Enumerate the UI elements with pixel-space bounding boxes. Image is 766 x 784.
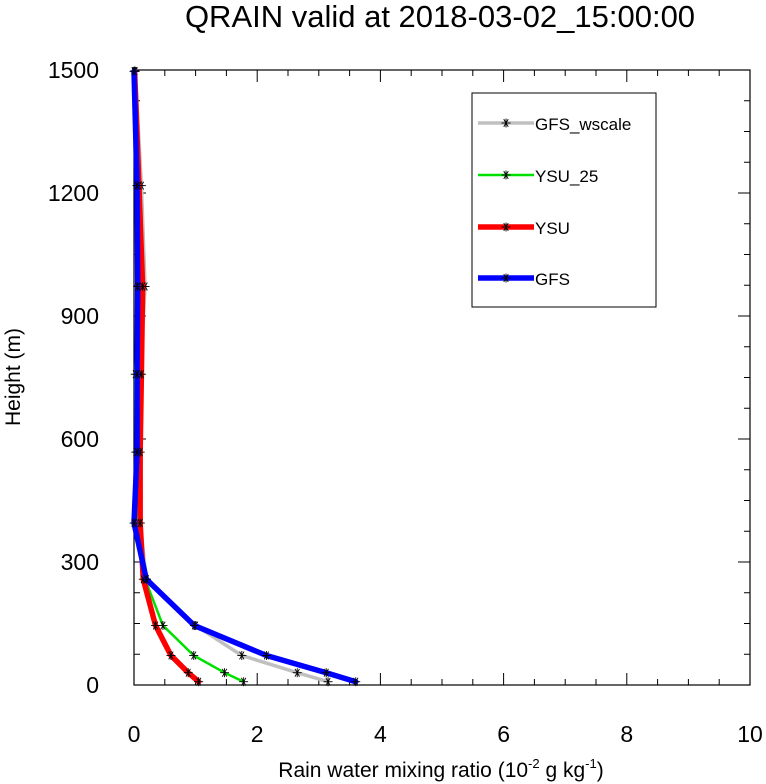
data-point-marker	[189, 650, 199, 660]
data-point-marker	[323, 677, 333, 687]
series-line	[131, 68, 359, 685]
y-tick-labels: 0 300 600 900 1200 1500	[48, 57, 99, 698]
x-axis-label-end: )	[597, 759, 604, 782]
data-point-marker	[183, 668, 193, 678]
y-tick-label: 600	[61, 426, 99, 452]
y-tick-label: 1200	[48, 180, 99, 206]
x-axis-label-sup2: -1	[585, 756, 597, 771]
legend-entry: GFS_wscale	[478, 115, 631, 134]
data-point-marker	[151, 621, 161, 631]
data-point-marker	[129, 518, 139, 528]
data-point-marker	[133, 281, 143, 291]
x-tick-label: 8	[620, 721, 633, 747]
x-tick-label: 2	[251, 721, 264, 747]
series-group	[129, 66, 361, 687]
x-tick-label: 0	[128, 721, 141, 747]
legend-marker	[501, 118, 511, 128]
x-axis-label-sup1: -2	[528, 756, 540, 771]
data-point-marker	[189, 621, 199, 631]
data-point-marker	[166, 650, 176, 660]
y-axis-label: Height (m)	[2, 328, 25, 426]
legend-entry: GFS	[478, 270, 570, 289]
data-point-marker	[261, 650, 271, 660]
legend-label: YSU_25	[535, 167, 598, 186]
y-tick-label: 300	[61, 549, 99, 575]
x-tick-label: 4	[374, 721, 387, 747]
legend-label: YSU	[535, 219, 570, 238]
data-point-marker	[321, 668, 331, 678]
plot-frame	[133, 69, 751, 686]
data-point-marker	[239, 677, 249, 687]
series-line	[131, 68, 202, 685]
y-tick-label: 900	[61, 303, 99, 329]
legend-entry: YSU	[478, 219, 570, 238]
x-axis-label-mid: g kg	[540, 759, 586, 782]
legend-marker	[501, 273, 511, 283]
data-point-marker	[220, 668, 230, 678]
data-point-marker	[132, 447, 142, 457]
x-axis-label: Rain water mixing ratio (10-2 g kg-1)	[278, 756, 603, 782]
axis-ticks	[133, 69, 751, 686]
data-point-marker	[129, 66, 139, 76]
legend-label: GFS	[535, 270, 570, 289]
data-point-marker	[194, 677, 204, 687]
series-gfs	[129, 66, 361, 687]
legend: GFS_wscale YSU_25 YSU GFS	[471, 92, 657, 308]
y-tick-label: 0	[86, 672, 99, 698]
legend-label: GFS_wscale	[535, 115, 631, 134]
data-point-marker	[141, 574, 151, 584]
legend-entries: GFS_wscale YSU_25 YSU GFS	[478, 115, 631, 289]
data-point-marker	[237, 650, 247, 660]
legend-marker	[501, 222, 511, 232]
legend-box	[471, 92, 657, 308]
series-line	[133, 69, 245, 683]
series-line	[133, 69, 330, 684]
x-tick-label: 10	[737, 721, 763, 747]
data-point-marker	[132, 181, 142, 191]
y-tick-label: 1500	[48, 57, 99, 83]
legend-entry: YSU_25	[478, 167, 598, 186]
data-point-marker	[132, 369, 142, 379]
chart-title: QRAIN valid at 2018-03-02_15:00:00	[185, 0, 695, 34]
data-point-marker	[292, 668, 302, 678]
data-point-marker	[351, 677, 361, 687]
x-axis-label-main: Rain water mixing ratio (10	[278, 759, 528, 782]
x-tick-labels: 0 2 4 6 8 10	[128, 721, 763, 747]
x-tick-label: 6	[497, 721, 510, 747]
legend-marker	[501, 170, 511, 180]
